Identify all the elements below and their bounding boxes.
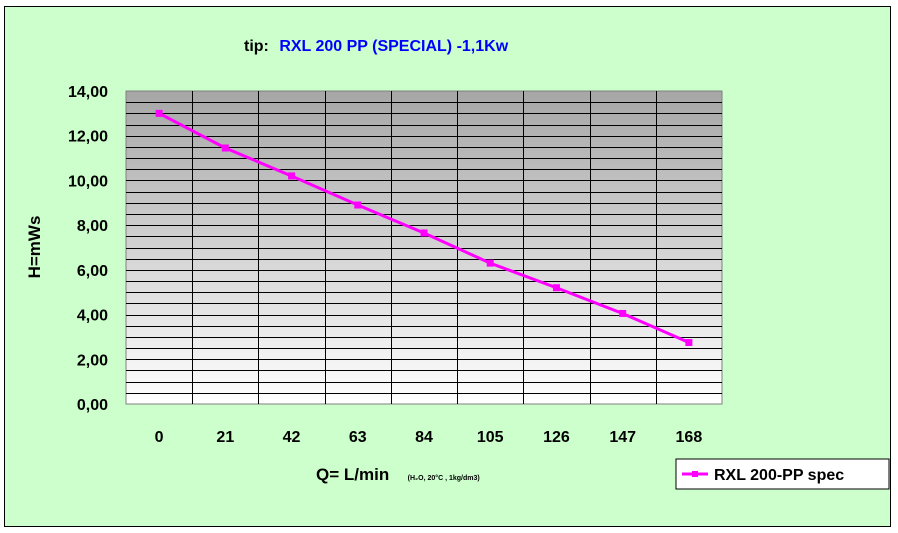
- data-point: [619, 309, 627, 317]
- data-point: [685, 339, 693, 347]
- x-axis-label-note: (H₂O, 20°C , 1kg/dm3): [408, 474, 480, 482]
- y-tick-label: 14,00: [68, 84, 108, 101]
- x-tick-label: 105: [477, 429, 504, 446]
- data-point: [221, 144, 229, 152]
- x-tick-label: 168: [676, 429, 703, 446]
- y-tick-label: 0,00: [77, 397, 108, 414]
- axis-ticks: 0,00 2,00 4,00 6,00 8,00 10,00 12,00 14,00 0 21 42…: [68, 84, 702, 446]
- data-point: [486, 259, 494, 267]
- x-tick-label: 84: [415, 429, 433, 446]
- data-point: [552, 284, 560, 292]
- data-point: [155, 109, 163, 117]
- y-tick-label: 8,00: [77, 218, 108, 235]
- x-tick-label: 0: [155, 429, 164, 446]
- x-tick-label: 63: [349, 429, 367, 446]
- chart-title-main: RXL 200 PP (SPECIAL) -1,1Kw: [279, 38, 508, 55]
- data-point: [288, 172, 296, 180]
- x-tick-label: 147: [609, 429, 636, 446]
- y-tick-label: 10,00: [68, 173, 108, 190]
- grid-lines: [126, 91, 722, 404]
- chart-title-prefix: tip:: [244, 38, 269, 55]
- y-tick-label: 12,00: [68, 129, 108, 146]
- y-tick-label: 4,00: [77, 308, 108, 325]
- chart-title: tip: RXL 200 PP (SPECIAL) -1,1Kw: [244, 38, 509, 55]
- x-axis-label: Q= L/min (H₂O, 20°C , 1kg/dm3): [316, 465, 480, 484]
- legend-marker: [692, 471, 698, 477]
- x-axis-label-main: Q= L/min: [316, 465, 389, 484]
- data-point: [354, 201, 362, 209]
- y-axis-label: H=mWs: [25, 216, 44, 279]
- x-tick-label: 126: [543, 429, 570, 446]
- y-tick-label: 6,00: [77, 263, 108, 280]
- series-layer: [155, 109, 693, 347]
- x-tick-label: 21: [216, 429, 234, 446]
- x-tick-label: 42: [283, 429, 301, 446]
- data-point: [420, 229, 428, 237]
- y-tick-label: 2,00: [77, 352, 108, 369]
- plot-area: [125, 90, 723, 405]
- legend: RXL 200-PP spec: [675, 458, 890, 490]
- legend-label: RXL 200-PP spec: [714, 467, 844, 484]
- legend-box: [675, 458, 890, 490]
